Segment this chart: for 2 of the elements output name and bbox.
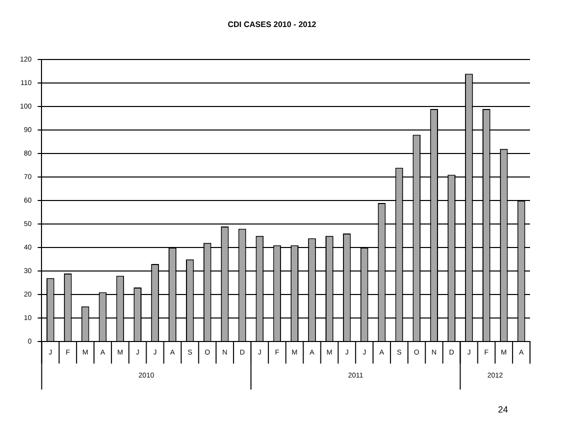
text: 24 [498,404,508,414]
chart-title: CDI CASES 2010 - 2012 [228,20,317,30]
